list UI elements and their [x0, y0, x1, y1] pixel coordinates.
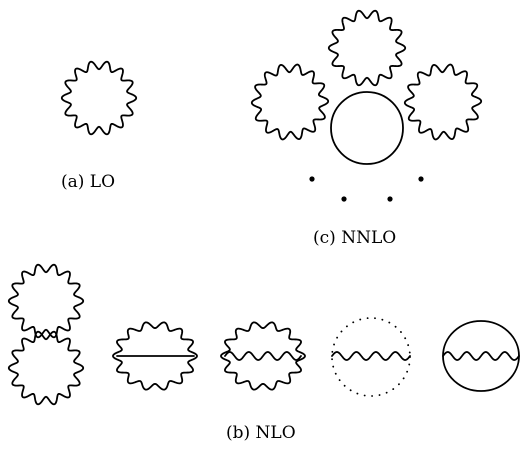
nnlo-central-loop — [330, 91, 404, 165]
nnlo-ellipsis-dot — [387, 196, 393, 202]
nlo-figure-eight-top-wavy-loop — [7, 263, 85, 339]
nlo-wavy-propagator — [442, 351, 520, 361]
nnlo-left-wavy-loop — [250, 63, 330, 141]
nlo-diagram-dotted-loop — [331, 317, 411, 397]
nlo-wavy-propagator — [224, 351, 302, 361]
nlo-wavy-loop — [112, 321, 198, 391]
nnlo-ellipsis-dot — [341, 196, 347, 202]
nnlo-ellipsis-dot — [309, 176, 315, 182]
nlo-diagram-sunset-wavy — [220, 321, 306, 391]
nnlo-ellipsis-dot — [418, 176, 424, 182]
nlo-wavy-loop — [220, 321, 306, 391]
nlo-caption: (b) NLO — [226, 423, 296, 443]
nnlo-right-wavy-loop — [403, 63, 483, 141]
lo-caption: (a) LO — [61, 172, 115, 192]
nlo-wavy-propagator — [331, 351, 411, 361]
nlo-figure-eight-bottom-wavy-loop — [7, 330, 85, 406]
nlo-diagram-solid-loop — [442, 320, 520, 392]
nnlo-diagram — [250, 9, 483, 202]
lo-diagram — [60, 60, 138, 136]
nlo-diagram-figure-eight — [7, 263, 85, 406]
lo-wavy-loop — [60, 60, 138, 136]
nnlo-top-wavy-loop — [327, 9, 407, 87]
nnlo-caption: (c) NNLO — [313, 228, 396, 248]
nlo-diagram-sunset-straight — [112, 321, 198, 391]
